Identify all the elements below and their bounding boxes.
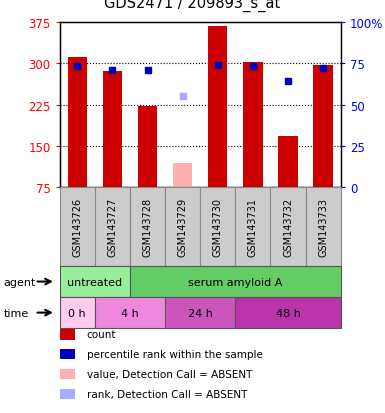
Text: GSM143728: GSM143728 bbox=[142, 198, 152, 256]
Bar bbox=[165, 188, 200, 266]
Bar bbox=[95, 297, 165, 328]
Text: serum amyloid A: serum amyloid A bbox=[188, 277, 283, 287]
Text: GSM143727: GSM143727 bbox=[107, 197, 117, 257]
Text: GDS2471 / 209893_s_at: GDS2471 / 209893_s_at bbox=[104, 0, 281, 12]
Text: count: count bbox=[87, 330, 116, 339]
Text: untreated: untreated bbox=[67, 277, 122, 287]
Bar bbox=[235, 188, 271, 266]
Text: GSM143729: GSM143729 bbox=[177, 198, 187, 256]
Text: agent: agent bbox=[4, 277, 36, 287]
Text: rank, Detection Call = ABSENT: rank, Detection Call = ABSENT bbox=[87, 389, 247, 399]
Bar bbox=[95, 188, 130, 266]
Bar bbox=[235, 297, 341, 328]
Bar bbox=[60, 266, 130, 297]
Bar bbox=[103, 72, 122, 188]
Bar bbox=[130, 188, 165, 266]
Bar bbox=[138, 107, 157, 188]
Text: 4 h: 4 h bbox=[121, 308, 139, 318]
Bar bbox=[60, 297, 95, 328]
Bar bbox=[208, 26, 228, 188]
Text: GSM143731: GSM143731 bbox=[248, 198, 258, 256]
Bar bbox=[270, 188, 306, 266]
Text: GSM143730: GSM143730 bbox=[213, 198, 223, 256]
Text: 48 h: 48 h bbox=[276, 308, 300, 318]
Text: 24 h: 24 h bbox=[188, 308, 213, 318]
Text: value, Detection Call = ABSENT: value, Detection Call = ABSENT bbox=[87, 369, 252, 379]
Text: GSM143732: GSM143732 bbox=[283, 198, 293, 256]
Text: percentile rank within the sample: percentile rank within the sample bbox=[87, 349, 263, 359]
Text: time: time bbox=[4, 308, 29, 318]
Bar bbox=[60, 188, 95, 266]
Bar bbox=[130, 266, 341, 297]
Bar bbox=[173, 163, 192, 188]
Bar bbox=[68, 57, 87, 188]
Bar bbox=[200, 188, 235, 266]
Text: 0 h: 0 h bbox=[69, 308, 86, 318]
Text: GSM143733: GSM143733 bbox=[318, 198, 328, 256]
Bar bbox=[313, 66, 333, 188]
Bar bbox=[306, 188, 341, 266]
Bar bbox=[278, 137, 298, 188]
Bar bbox=[165, 297, 235, 328]
Bar bbox=[243, 63, 263, 188]
Text: GSM143726: GSM143726 bbox=[72, 198, 82, 256]
